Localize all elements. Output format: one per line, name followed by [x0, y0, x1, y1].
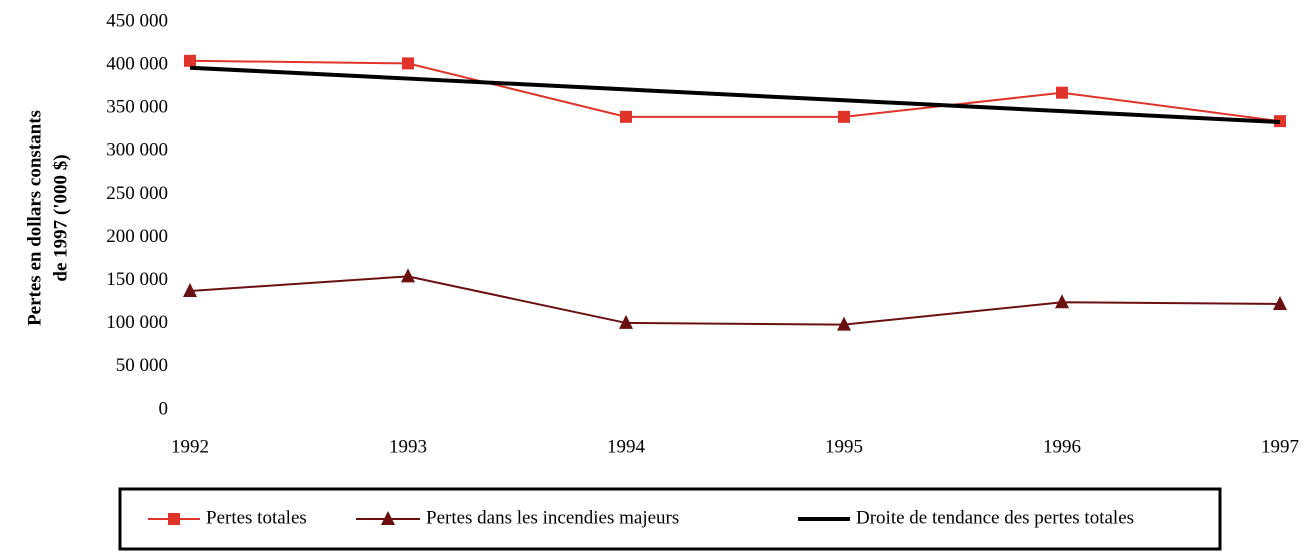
y-tick-label: 450 000 — [106, 10, 168, 31]
y-tick-label: 200 000 — [106, 226, 168, 247]
marker — [1273, 295, 1287, 310]
marker — [619, 314, 633, 329]
y-tick-label: 100 000 — [106, 312, 168, 333]
marker — [402, 57, 414, 70]
series-line — [189, 59, 1281, 123]
y-tick-label: 400 000 — [106, 53, 168, 74]
marker — [837, 316, 851, 331]
series-line — [189, 275, 1281, 326]
marker — [381, 511, 395, 525]
y-axis-title: Pertes en dollars constants de 1997 ('00… — [24, 110, 71, 326]
marker — [1056, 86, 1068, 99]
y-axis-title-line: Pertes en dollars constants — [24, 110, 45, 326]
y-tick-label: 250 000 — [106, 183, 168, 204]
y-tick-label: 150 000 — [106, 269, 168, 290]
marker — [838, 110, 850, 123]
legend-label: Pertes dans les incendies majeurs — [426, 507, 679, 528]
x-tick-label: 1995 — [825, 436, 863, 457]
marker — [168, 513, 180, 525]
y-axis-title-line: de 1997 ('000 $) — [50, 154, 71, 281]
y-tick-label: 50 000 — [116, 355, 168, 376]
legend-label: Droite de tendance des pertes totales — [856, 507, 1134, 528]
marker — [1055, 294, 1069, 309]
x-tick-label: 1992 — [171, 436, 209, 457]
series-line — [189, 65, 1281, 125]
marker — [184, 54, 196, 67]
y-tick-label: 350 000 — [106, 97, 168, 118]
y-tick-label: 0 — [159, 398, 169, 419]
marker — [183, 283, 197, 298]
legend-box — [118, 487, 1222, 551]
marker — [620, 110, 632, 123]
marker — [401, 268, 415, 283]
y-tick-label: 300 000 — [106, 140, 168, 161]
legend-label: Pertes totales — [206, 507, 307, 528]
x-tick-label: 1996 — [1043, 436, 1081, 457]
x-tick-label: 1993 — [389, 436, 427, 457]
x-tick-label: 1994 — [607, 436, 646, 457]
x-tick-label: 1997 — [1261, 436, 1299, 457]
